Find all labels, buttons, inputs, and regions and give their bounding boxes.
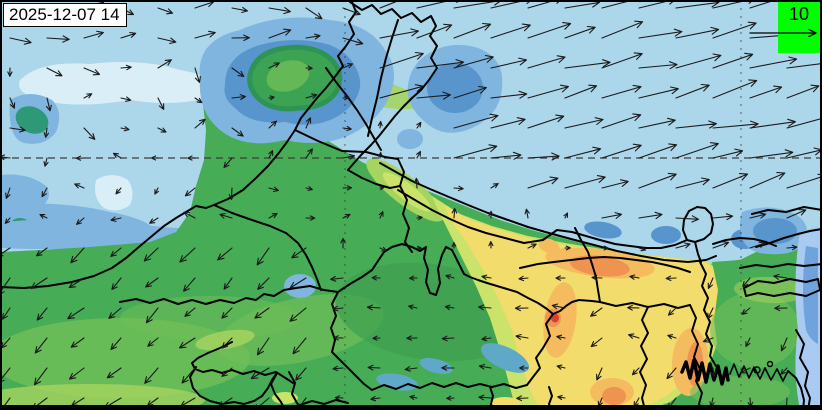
sundarbans-coast [680,358,730,386]
up-west-border [397,158,413,253]
kutch-north-line [119,285,339,305]
nepal-south-border [397,189,688,249]
nepal-north-border [379,162,717,263]
mp-east-border [526,313,554,386]
kathiawar-coast [189,366,278,405]
bangladesh-west-border [699,261,717,367]
wb-west-border [689,304,703,410]
kashmir-outline [347,1,438,171]
mp-west-border [330,291,373,391]
rajasthan-mp-border [213,204,322,291]
timestamp-label: 2025-12-07 14 [3,3,127,27]
gulf-of-kutch [191,341,294,384]
wind-scale-value: 10 [788,4,810,24]
mp-north-border [337,243,554,315]
sikkim-outline [682,206,714,243]
bihar-west-border [574,227,601,303]
border-india-pakistan [0,1,357,289]
mp-south-border [371,382,528,391]
wind-scale-legend: 10 [778,2,820,53]
